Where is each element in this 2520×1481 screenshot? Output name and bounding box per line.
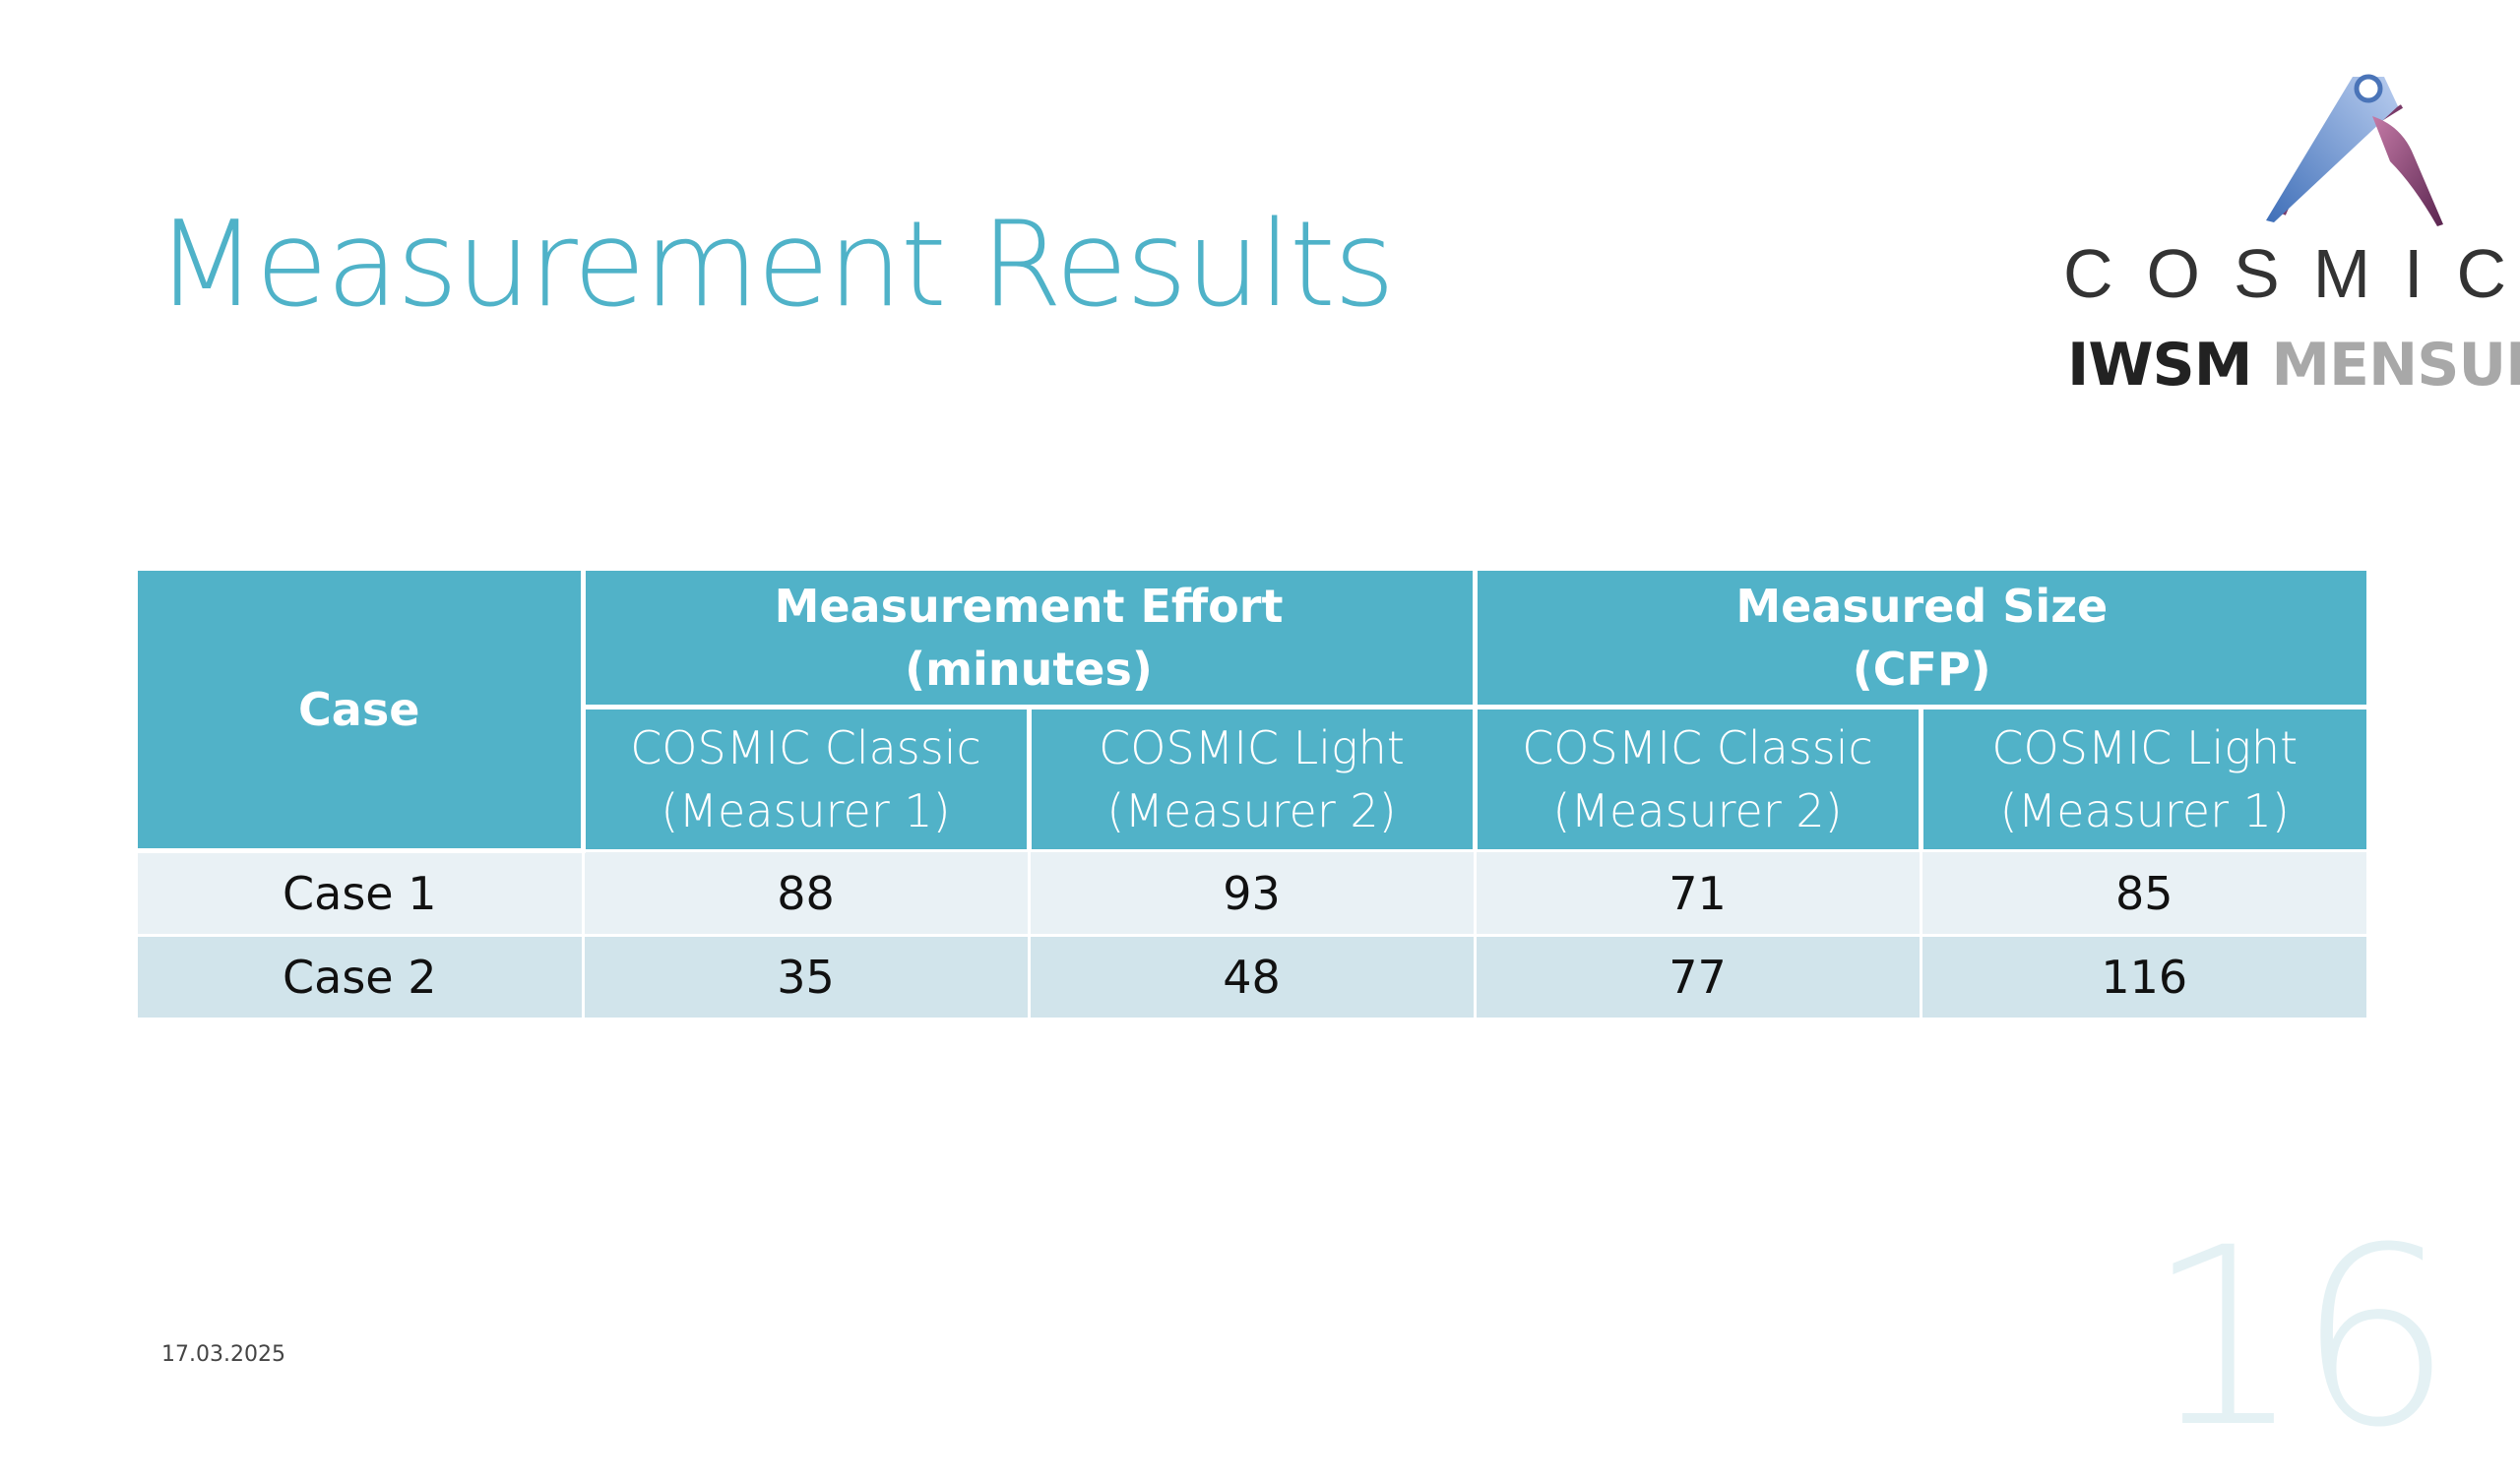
case-cell: Case 2 <box>138 934 585 1020</box>
group-header-line2: (CFP) <box>1852 643 1991 696</box>
cosmic-wordmark: COSMIC <box>2063 235 2520 312</box>
value-cell: 35 <box>581 934 1031 1020</box>
sub-header-effort-classic: COSMIC Classic (Measurer 1) <box>580 705 1032 851</box>
value-cell: 77 <box>1473 934 1922 1020</box>
slide-title: Measurement Results <box>156 197 1395 334</box>
iwsm-label: IWSM <box>2067 331 2252 400</box>
sub-header-size-light: COSMIC Light (Measurer 1) <box>1918 705 2366 851</box>
sub-header-line1: COSMIC Light <box>1991 721 2299 774</box>
cosmic-compass-icon <box>2266 74 2443 226</box>
sub-header-size-classic: COSMIC Classic (Measurer 2) <box>1472 705 1923 851</box>
group-header-line2: (minutes) <box>905 643 1153 696</box>
value-cell: 116 <box>1919 934 2366 1020</box>
mensura-label: MENSURA <box>2271 331 2520 400</box>
sub-header-line2: (Measurer 1) <box>661 784 951 837</box>
slide-date: 17.03.2025 <box>161 1342 285 1367</box>
sub-header-line2: (Measurer 1) <box>1999 784 2290 837</box>
group-header-line1: Measured Size <box>1735 580 2109 633</box>
value-cell: 93 <box>1027 849 1477 937</box>
sub-header-effort-light: COSMIC Light (Measurer 2) <box>1026 705 1478 851</box>
sub-header-line1: COSMIC Light <box>1099 721 1405 774</box>
table-row: Case 1 88 93 71 85 <box>138 849 2366 937</box>
sub-header-line2: (Measurer 2) <box>1552 784 1843 837</box>
case-column-header: Case <box>138 571 586 853</box>
table-row: Case 2 35 48 77 116 <box>138 934 2366 1020</box>
sub-header-line1: COSMIC Classic <box>630 721 981 774</box>
value-cell: 48 <box>1027 934 1477 1020</box>
measured-size-group-header: Measured Size (CFP) <box>1472 571 2366 710</box>
sub-header-line1: COSMIC Classic <box>1522 721 1873 774</box>
measurement-results-table: Case Measurement Effort (minutes) Measur… <box>138 571 2366 1020</box>
group-header-line1: Measurement Effort <box>774 580 1284 633</box>
iwsm-mensura-wordmark: IWSM MENSURA <box>2067 331 2520 400</box>
sub-header-line2: (Measurer 2) <box>1106 784 1397 837</box>
page-number: 16 <box>2146 1195 2453 1481</box>
measurement-effort-group-header: Measurement Effort (minutes) <box>580 571 1478 710</box>
value-cell: 85 <box>1919 849 2366 937</box>
case-cell: Case 1 <box>138 849 585 937</box>
value-cell: 88 <box>581 849 1031 937</box>
value-cell: 71 <box>1473 849 1922 937</box>
cosmic-iwsm-mensura-logo: COSMIC IWSM MENSURA <box>2057 67 2520 401</box>
